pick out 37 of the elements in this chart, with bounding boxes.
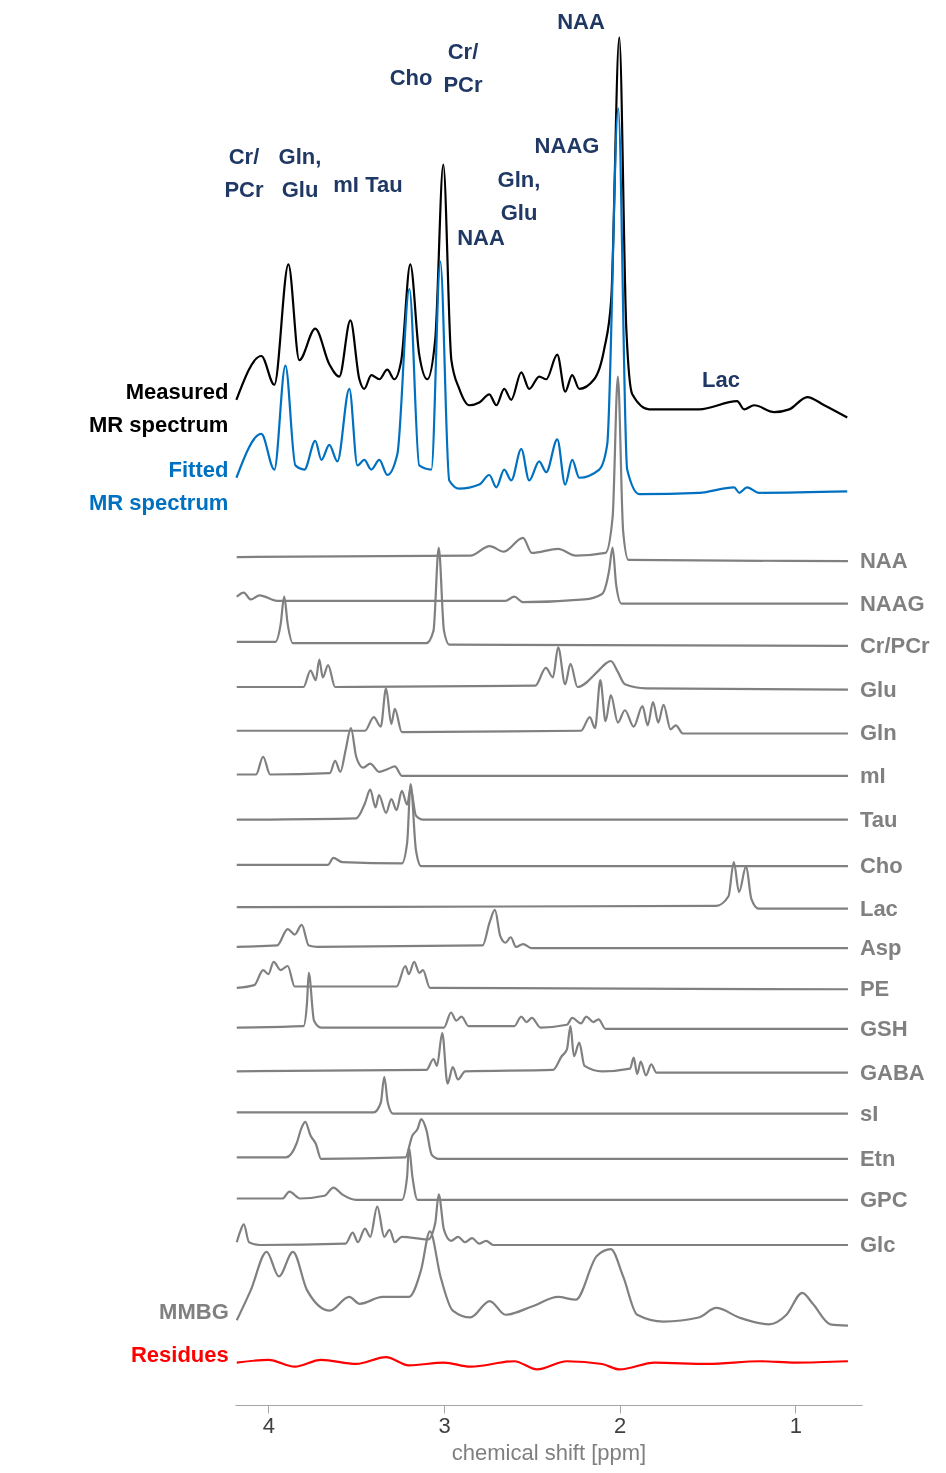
series-label: Residues <box>130 1341 229 1367</box>
series-label: Cho <box>859 853 903 879</box>
x-tick-label: 4 <box>262 1412 275 1438</box>
annotation: mI <box>333 172 359 197</box>
annotation: Cr/ PCr <box>224 144 264 202</box>
series-label: GPC <box>859 1186 908 1212</box>
x-tick-label: 3 <box>438 1412 451 1438</box>
annotation: Gln, Glu <box>497 167 541 225</box>
series-label: Asp <box>859 935 902 961</box>
series-label: Glu <box>859 676 897 702</box>
series-label: sI <box>859 1100 879 1126</box>
series-label: mI <box>859 762 886 788</box>
series-label: Glc <box>859 1231 896 1257</box>
annotation: Tau <box>365 172 403 197</box>
series-label: Gln <box>859 720 897 746</box>
series-label: PE <box>859 976 890 1002</box>
annotation: Gln, Glu <box>278 144 322 202</box>
annotation: Cr/ PCr <box>443 39 483 97</box>
x-tick-label: 1 <box>789 1412 802 1438</box>
text: NAA <box>557 9 605 34</box>
series-label: Tau <box>859 806 898 832</box>
series-label: Lac <box>859 895 898 921</box>
annotation: NAAG <box>534 133 600 158</box>
series-label: Cr/PCr <box>859 632 931 658</box>
x-axis-title: chemical shift [ppm] <box>451 1439 647 1465</box>
series-label: GSH <box>859 1015 908 1041</box>
series-label: NAA <box>859 548 908 574</box>
series-label: MMBG <box>159 1299 229 1325</box>
annotation: Cho <box>389 65 433 90</box>
annotation: Lac <box>702 367 740 392</box>
annotation: NAA <box>457 225 505 250</box>
series-label: Fitted MR spectrum <box>89 456 229 515</box>
series-label: Etn <box>859 1145 896 1171</box>
series-label: Measured MR spectrum <box>89 378 229 437</box>
series-label: GABA <box>859 1059 925 1085</box>
x-tick-label: 2 <box>614 1412 627 1438</box>
series-label: NAAG <box>859 590 925 616</box>
